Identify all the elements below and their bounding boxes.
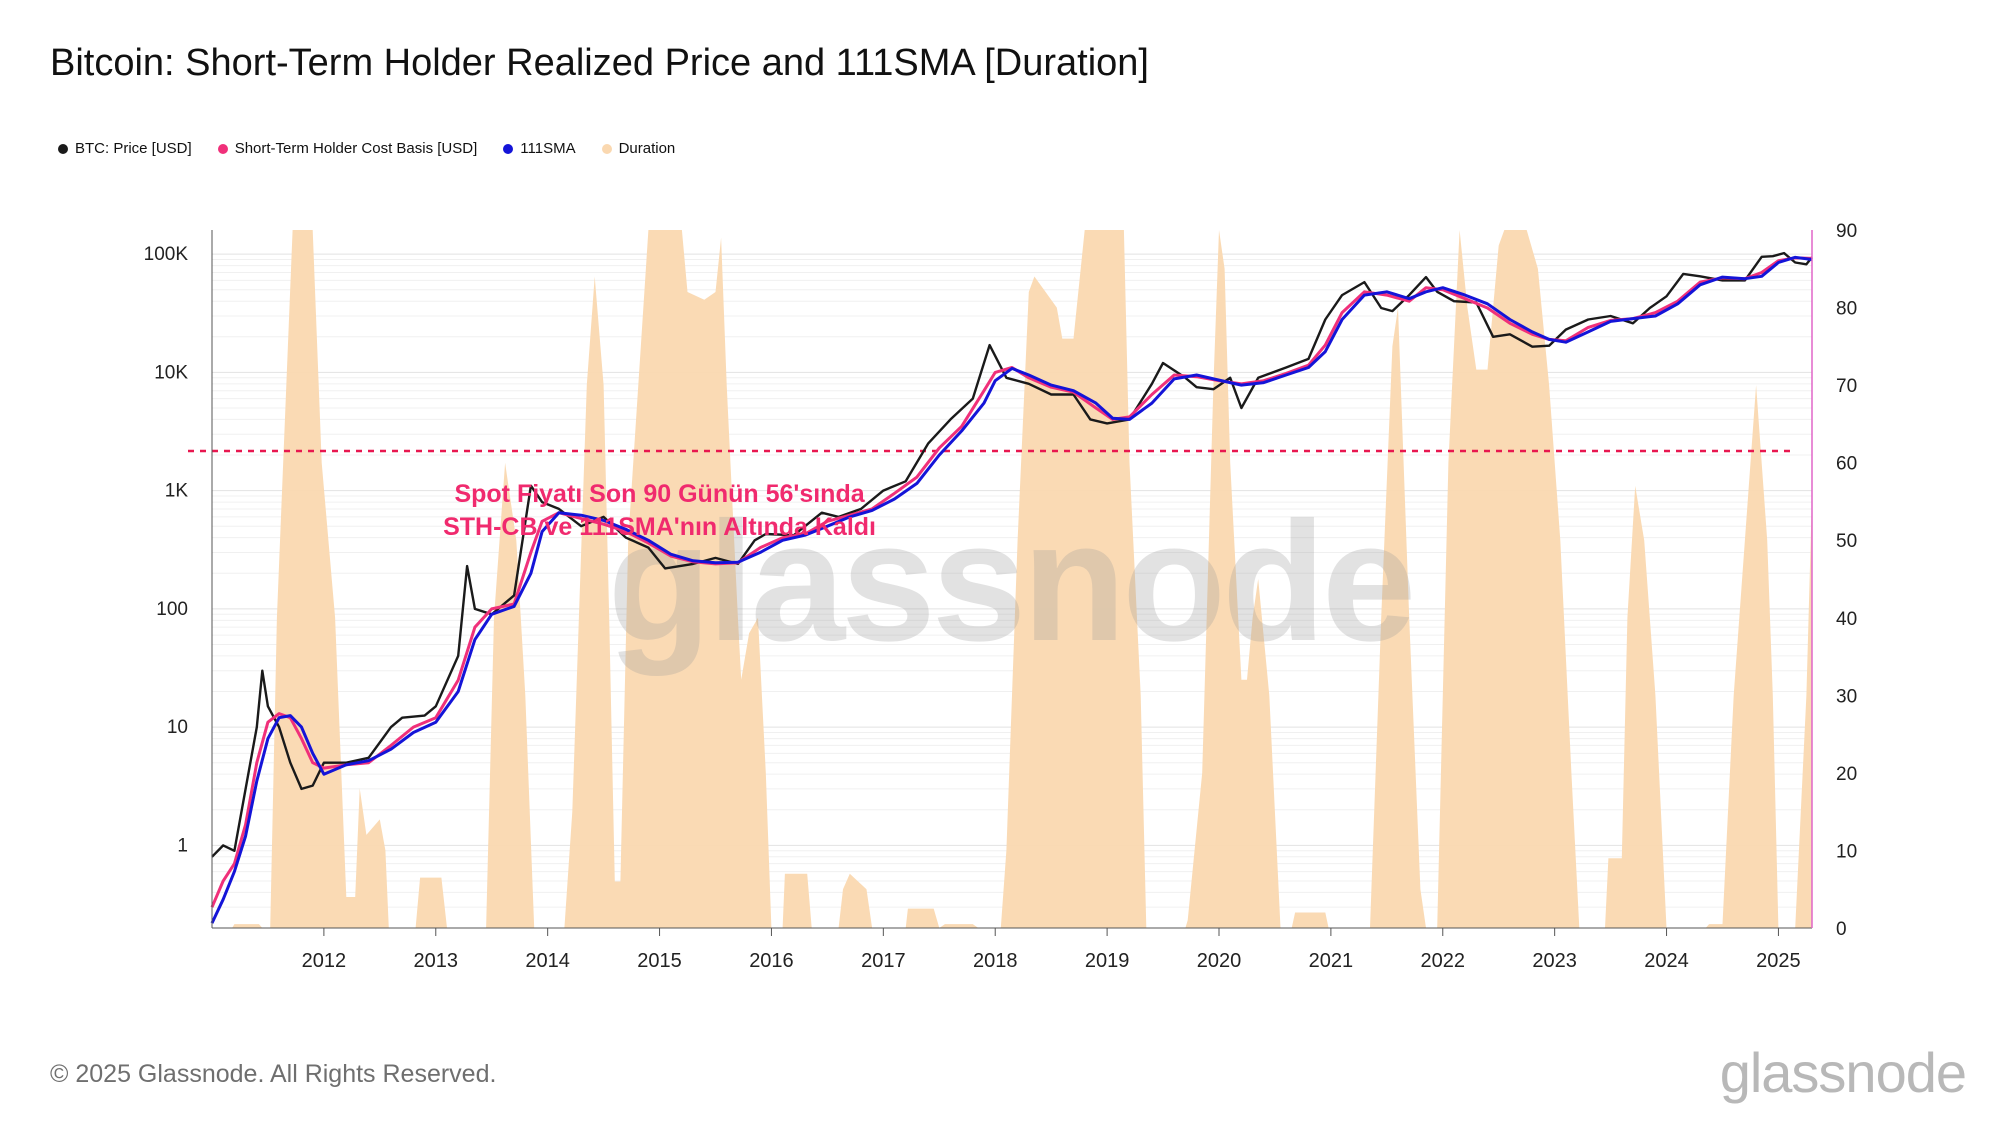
y-right-tick-label: 50 [1836,531,1857,552]
chart-title: Bitcoin: Short-Term Holder Realized Pric… [50,42,1149,84]
x-tick-label: 2023 [1532,950,1577,972]
watermark: glassnode [608,487,1413,677]
x-tick-label: 2020 [1197,950,1242,972]
y-right-tick-label: 10 [1836,841,1857,862]
y-right-tick-label: 30 [1836,686,1857,707]
y-right-tick-label: 70 [1836,376,1857,397]
footer-logo: glassnode [1719,1041,1967,1104]
legend-label-duration: Duration [618,140,676,157]
x-tick-label: 2017 [861,950,906,972]
y-right-tick-label: 90 [1836,221,1857,242]
legend-item-price[interactable]: BTC: Price [USD] [58,140,192,157]
series-line-111sma [210,255,1813,924]
x-tick-label: 2012 [302,950,347,972]
annotation-line-2: STH-CB ve 111SMA'nın Altında Kaldı [443,513,876,541]
legend-dot-sma [503,143,514,154]
footer-copyright: © 2025 Glassnode. All Rights Reserved. [50,1060,497,1088]
x-tick-label: 2022 [1421,950,1466,972]
x-tick-label: 2014 [525,950,570,972]
y-right-tick-label: 80 [1836,299,1857,320]
y-right-tick-label: 20 [1836,764,1857,785]
y-left-tick-label: 100K [144,244,189,265]
x-tick-label: 2013 [414,950,459,972]
y-left-tick-label: 10 [167,717,188,738]
x-tick-label: 2016 [749,950,794,972]
legend-dot-price [58,143,68,154]
x-tick-label: 2018 [973,950,1018,972]
legend-item-sth[interactable]: Short-Term Holder Cost Basis [USD] [217,140,478,157]
legend-item-sma[interactable]: 111SMA [503,140,576,157]
annotation-line-1: Spot Fiyatı Son 90 Günün 56'sında [454,480,865,508]
duration-area [212,230,1812,928]
chart-legend: BTC: Price [USD] Short-Term Holder Cost … [58,140,675,157]
x-tick-label: 2024 [1644,950,1689,972]
y-left-tick-label: 1 [177,835,188,856]
legend-label-sth: Short-Term Holder Cost Basis [USD] [234,140,478,157]
y-left-tick-label: 1K [165,481,189,502]
legend-item-duration[interactable]: Duration [601,140,676,157]
legend-dot-duration [601,143,612,154]
y-right-tick-label: 0 [1836,919,1847,940]
y-right-tick-label: 60 [1836,454,1857,475]
y-left-tick-label: 100 [156,599,188,620]
legend-dot-sth [217,143,228,154]
y-left-tick-label: 10K [154,362,188,383]
x-tick-label: 2015 [637,950,682,972]
x-tick-label: 2019 [1085,950,1130,972]
legend-label-price: BTC: Price [USD] [75,140,192,157]
x-tick-label: 2025 [1756,950,1801,972]
x-tick-label: 2021 [1309,950,1354,972]
series-line-price [211,251,1813,858]
y-right-tick-label: 40 [1836,609,1857,630]
legend-label-sma: 111SMA [520,140,576,157]
